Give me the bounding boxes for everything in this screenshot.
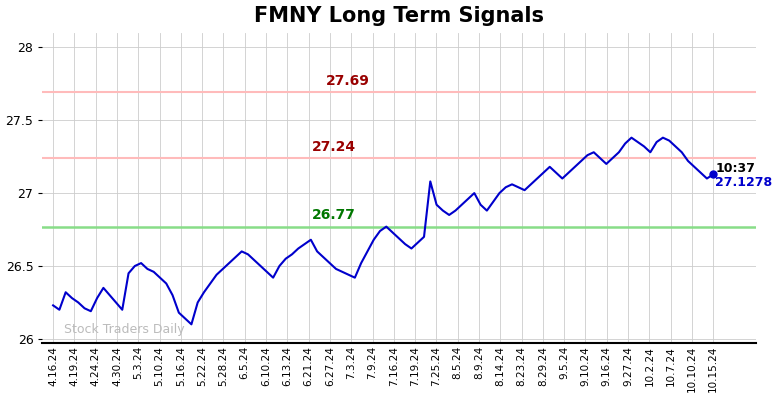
Text: 27.69: 27.69 [325,74,369,88]
Title: FMNY Long Term Signals: FMNY Long Term Signals [254,6,544,25]
Text: 27.24: 27.24 [312,140,356,154]
Text: 10:37: 10:37 [715,162,755,176]
Text: Stock Traders Daily: Stock Traders Daily [64,323,184,336]
Text: 27.1278: 27.1278 [715,176,772,189]
Text: 26.77: 26.77 [312,208,356,222]
